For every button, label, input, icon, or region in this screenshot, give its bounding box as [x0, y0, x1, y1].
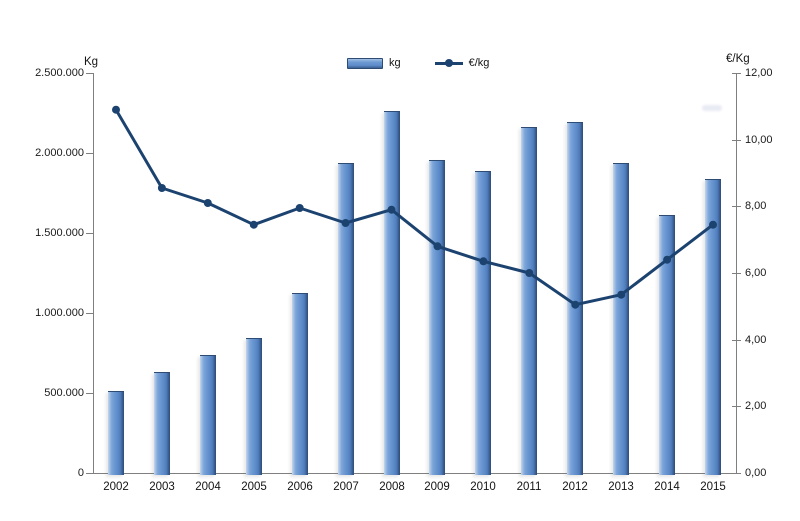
left-axis-tick: [86, 473, 94, 474]
right-axis-tick: [732, 140, 741, 141]
x-axis-category-label: 2009: [424, 481, 450, 493]
right-axis-title: €/Kg: [726, 53, 750, 65]
left-axis-tick: [86, 73, 94, 74]
left-axis-tick-label: 1.500.000: [35, 227, 84, 239]
right-axis-tick: [732, 340, 741, 341]
x-axis-category-label: 2014: [654, 481, 680, 493]
legend-bar-swatch-icon: [347, 57, 383, 69]
bar-2002: [108, 391, 124, 475]
left-axis-tick-label: 2.000.000: [35, 147, 84, 159]
x-axis-line: [93, 473, 737, 474]
bar-2013: [613, 163, 629, 475]
legend-label-eur-per-kg: €/kg: [468, 57, 490, 69]
left-axis-title: Kg: [84, 56, 99, 68]
right-axis-tick-label: 2,00: [745, 400, 767, 412]
right-axis-tick: [732, 73, 741, 74]
right-axis-tick-label: 8,00: [745, 200, 767, 212]
x-axis-category-label: 2008: [379, 481, 405, 493]
left-axis-tick-label: 0: [77, 467, 84, 479]
left-axis-tick-label: 500.000: [44, 387, 84, 399]
right-axis-tick: [732, 473, 741, 474]
price-line-marker-2002: [112, 105, 120, 114]
right-axis-tick-label: 10,00: [745, 134, 773, 146]
left-axis-tick: [86, 233, 94, 234]
left-axis-tick: [86, 313, 94, 314]
price-line-marker-2003: [157, 184, 166, 192]
price-line-marker-2004: [203, 199, 212, 207]
x-axis-category-label: 2015: [700, 481, 726, 493]
x-axis-category-label: 2013: [608, 481, 634, 493]
left-axis-line: [93, 73, 94, 474]
legend-label-kg: kg: [389, 57, 401, 69]
x-axis-category-label: 2005: [241, 481, 267, 493]
x-axis-category-label: 2004: [195, 481, 221, 493]
right-axis-tick-label: 4,00: [745, 334, 767, 346]
bar-2010: [475, 171, 491, 475]
left-axis-tick-label: 1.000.000: [35, 307, 84, 319]
x-axis-category-label: 2007: [333, 481, 359, 493]
bar-2006: [292, 293, 308, 475]
right-axis-tick: [732, 206, 741, 207]
bar-2009: [429, 160, 445, 475]
bar-2005: [246, 338, 262, 475]
right-axis-tick-label: 12,00: [745, 67, 773, 79]
bar-2008: [384, 111, 400, 475]
bar-2015: [705, 179, 721, 475]
left-axis-tick: [86, 153, 94, 154]
left-axis-tick-label: 2.500.000: [35, 67, 84, 79]
bar-2004: [200, 355, 216, 475]
right-axis-tick-label: 6,00: [745, 267, 767, 279]
legend-spacer: [407, 63, 429, 64]
legend-line-swatch-icon: [434, 58, 463, 68]
bar-2012: [567, 122, 583, 475]
x-axis-category-label: 2011: [516, 481, 542, 493]
bar-2007: [338, 163, 354, 475]
bar-2003: [154, 372, 170, 475]
left-axis-tick: [86, 393, 94, 394]
price-line-marker-2005: [249, 220, 258, 229]
right-axis-tick: [732, 406, 741, 407]
chart-legend: kg €/kg: [347, 55, 489, 71]
bar-2011: [521, 127, 537, 475]
right-axis-tick-label: 0,00: [745, 467, 767, 479]
x-axis-category-label: 2003: [149, 481, 175, 493]
x-axis-category-label: 2012: [562, 481, 588, 493]
faint-smudge-artifact: [702, 105, 722, 111]
price-line-marker-2006: [295, 204, 304, 212]
right-axis-tick: [732, 273, 741, 274]
bar-2014: [659, 215, 675, 475]
x-axis-category-label: 2010: [470, 481, 496, 493]
x-axis-category-label: 2002: [103, 481, 129, 493]
x-axis-category-label: 2006: [287, 481, 313, 493]
